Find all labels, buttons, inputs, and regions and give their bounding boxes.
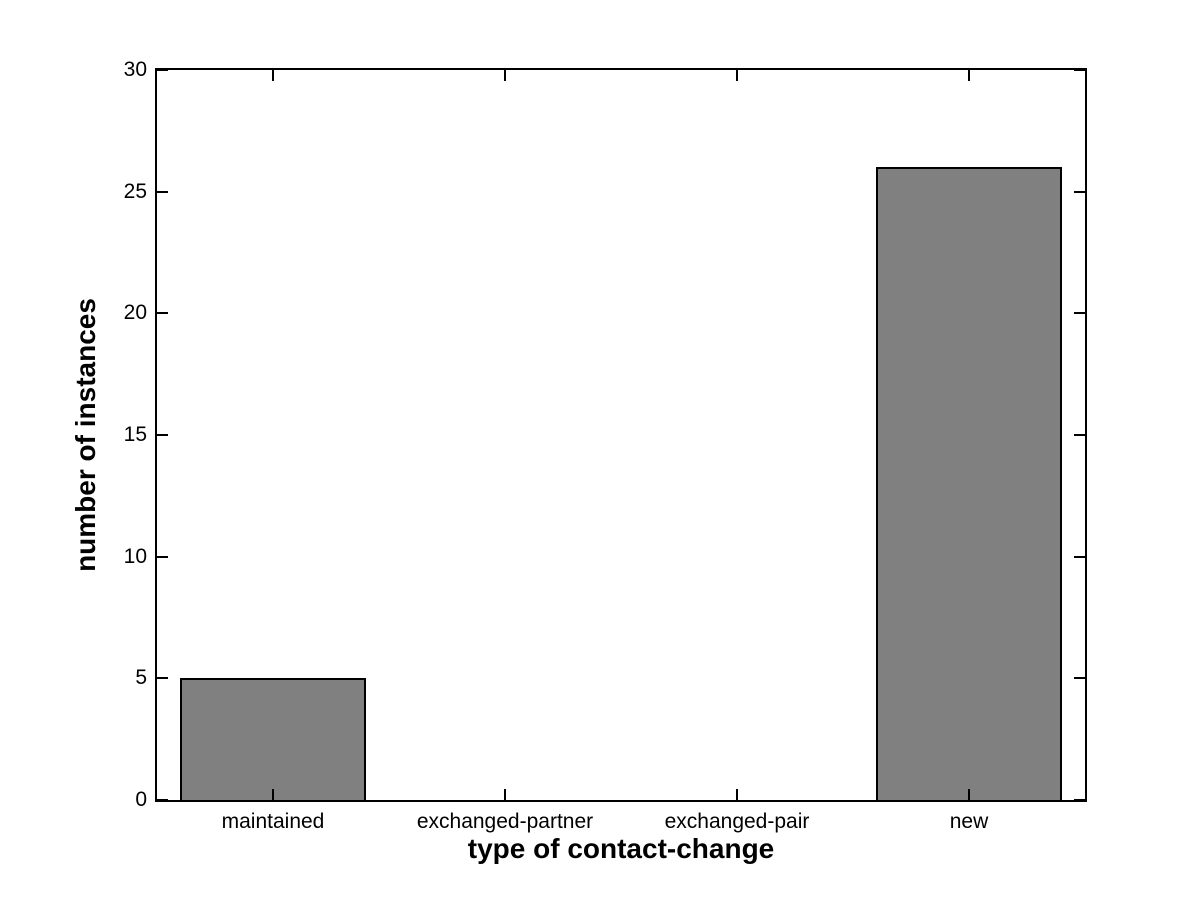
y-tick-right — [1074, 434, 1085, 436]
y-tick-label: 5 — [135, 666, 147, 690]
y-tick-label: 10 — [123, 544, 147, 568]
y-tick-label: 30 — [123, 58, 147, 81]
x-tick-bottom — [968, 789, 970, 800]
y-tick-left — [157, 312, 168, 315]
y-tick-left — [157, 799, 168, 801]
y-tick-label: 20 — [123, 301, 147, 325]
y-tick-left — [157, 677, 168, 680]
x-category-label: exchanged-pair — [664, 810, 810, 833]
y-tick-label: 0 — [135, 788, 147, 811]
y-tick-left — [157, 434, 168, 436]
y-tick-right — [1074, 677, 1085, 680]
x-axis-label: type of contact-change — [467, 833, 775, 864]
x-tick-bottom — [504, 789, 506, 800]
y-tick-right — [1074, 312, 1085, 315]
bar-maintained — [180, 678, 366, 800]
y-tick-right — [1074, 799, 1085, 801]
y-tick-label: 25 — [123, 179, 147, 203]
x-category-label: new — [949, 810, 989, 833]
y-tick-right — [1074, 190, 1085, 193]
x-tick-top — [968, 70, 970, 81]
x-tick-top — [504, 70, 506, 81]
plot-area — [155, 68, 1087, 802]
y-tick-left — [157, 555, 168, 558]
x-category-label: maintained — [221, 810, 325, 833]
y-tick-right — [1074, 69, 1085, 71]
x-tick-top — [272, 70, 274, 81]
x-tick-top — [736, 70, 738, 81]
x-category-label: exchanged-partner — [416, 810, 594, 833]
y-tick-right — [1074, 555, 1085, 558]
y-tick-label: 15 — [123, 423, 147, 446]
x-tick-bottom — [736, 789, 738, 800]
bar-new — [876, 167, 1062, 800]
y-tick-left — [157, 69, 168, 71]
y-tick-left — [157, 190, 168, 193]
x-tick-bottom — [272, 789, 274, 800]
